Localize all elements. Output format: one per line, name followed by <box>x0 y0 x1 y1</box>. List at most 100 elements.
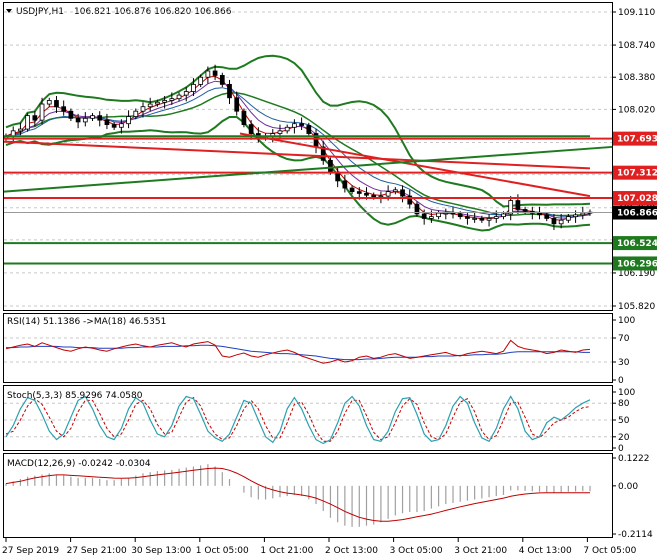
macd-signal-line <box>5 467 590 522</box>
candle-body <box>429 216 434 219</box>
chart-header: USDJPY,H1 106.821 106.876 106.820 106.86… <box>6 7 232 17</box>
candle-body <box>292 123 297 128</box>
candle-body <box>392 189 398 193</box>
candle-body <box>75 117 81 123</box>
x-tick-label: 2 Oct 13:00 <box>325 546 378 556</box>
resistance-price-tag <box>613 165 657 180</box>
rsi-label: RSI(14) 51.1386 ->MA(18) 46.5351 <box>7 317 166 327</box>
price-tag-label: 106.296 <box>617 259 658 269</box>
x-tick-label: 3 Oct 05:00 <box>390 546 443 556</box>
candle-body <box>90 115 95 119</box>
bollinger-upper-line <box>5 54 591 208</box>
candle-body <box>183 91 189 96</box>
candle-body <box>299 123 304 126</box>
candle-body <box>212 70 218 76</box>
price-y-tick-label: 108.380 <box>618 73 655 83</box>
rsi-y-tick-label: 0 <box>618 376 624 386</box>
x-tick-label: 30 Sep 13:00 <box>131 546 191 556</box>
x-tick-label: 4 Oct 13:00 <box>519 546 572 556</box>
candle-body <box>162 100 167 103</box>
candle-body <box>147 103 153 108</box>
trend-line-red <box>239 132 591 198</box>
macd-pane-frame <box>3 453 613 538</box>
candle-body <box>25 115 30 130</box>
candle-body <box>349 187 355 193</box>
price-y-tick-label: 105.820 <box>618 302 655 312</box>
candle-body <box>421 213 427 219</box>
candle-body <box>284 126 290 132</box>
candle-body <box>414 203 420 215</box>
macd-y-tick-label: 0.00 <box>618 482 638 492</box>
trend-line-red <box>3 140 591 170</box>
candle-body <box>205 70 211 78</box>
candle-body <box>277 130 283 134</box>
rsi-ma-line <box>6 344 590 361</box>
symbol-label: USDJPY,H1 <box>16 7 64 17</box>
price-y-tick-label: 109.110 <box>618 8 655 18</box>
candle-body <box>573 214 578 218</box>
candle-body <box>551 218 557 225</box>
bollinger-lower-line <box>5 116 591 232</box>
candle-body <box>566 216 571 221</box>
candle-body <box>68 110 74 119</box>
candle-body <box>493 216 499 219</box>
candle-body <box>82 117 88 123</box>
rsi-y-tick-label: 70 <box>618 334 630 344</box>
candle-body <box>364 193 369 196</box>
price-tag-label: 107.693 <box>617 135 658 145</box>
x-tick-label: 7 Oct 05:00 <box>583 546 636 556</box>
stoch-pane-frame <box>3 385 613 451</box>
candle-body <box>126 116 131 125</box>
candle-body <box>140 106 146 112</box>
candle-body <box>407 195 413 205</box>
candle-body <box>465 216 470 219</box>
price-pane-frame <box>3 2 613 311</box>
price-tag-label: 106.524 <box>617 239 658 249</box>
price-tag-label: 107.028 <box>617 194 658 204</box>
candle-body <box>356 191 362 194</box>
x-tick-label: 1 Oct 21:00 <box>260 546 313 556</box>
candle-body <box>97 115 103 121</box>
candle-body <box>32 115 38 121</box>
candle-body <box>371 194 377 198</box>
candle-body <box>118 123 124 128</box>
rsi-y-tick-label: 100 <box>618 316 635 326</box>
stoch-layer <box>4 395 612 445</box>
candle-body <box>169 98 175 101</box>
candle-body <box>18 128 23 132</box>
price-y-tick-label: 106.190 <box>618 269 655 279</box>
candle-body <box>306 125 312 134</box>
candle-body <box>486 218 492 221</box>
bollinger-middle-line <box>5 92 591 217</box>
candle-body <box>443 212 449 215</box>
rsi-line <box>5 339 591 364</box>
stoch-y-tick-label: 100 <box>618 388 635 398</box>
stoch-y-tick-label: 80 <box>618 399 630 409</box>
candle-body <box>61 106 67 112</box>
rsi-y-tick-label: 30 <box>618 358 630 368</box>
axis-layer: 109.110108.740108.380108.020107.650107.2… <box>2 8 658 556</box>
price-layer <box>3 11 613 307</box>
x-tick-label: 1 Oct 05:00 <box>196 546 249 556</box>
candle-body <box>522 209 528 212</box>
candle-body <box>111 124 117 128</box>
macd-y-tick-label: -0.2114 <box>618 530 653 540</box>
candle-body <box>320 146 326 161</box>
current-price-tag <box>613 205 657 220</box>
candle-body <box>385 191 391 197</box>
dropdown-triangle-icon[interactable] <box>6 9 12 13</box>
candle-body <box>198 76 204 85</box>
macd-label: MACD(12,26,9) -0.0242 -0.0304 <box>7 459 151 469</box>
support-price-tag <box>613 256 657 271</box>
candle-body <box>450 212 456 215</box>
candle-body <box>39 103 45 121</box>
candle-body <box>558 219 564 225</box>
stoch-y-tick-label: 50 <box>618 416 630 426</box>
price-y-tick-label: 108.740 <box>618 41 655 51</box>
rsi-pane-frame <box>3 313 613 383</box>
candle-body <box>515 200 521 210</box>
rsi-layer <box>4 337 612 364</box>
x-tick-label: 27 Sep 21:00 <box>67 546 127 556</box>
candle-body <box>436 212 441 218</box>
